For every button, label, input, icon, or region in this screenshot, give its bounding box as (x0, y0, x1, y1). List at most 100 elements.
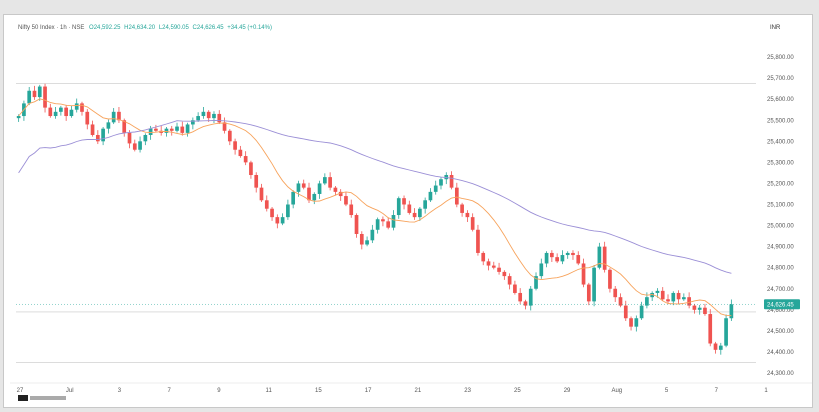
candle-body (386, 221, 391, 228)
candle-body (550, 252, 554, 258)
y-tick-label: 25,500.00 (767, 118, 794, 124)
candle-body (117, 111, 121, 121)
candle-body (381, 219, 385, 222)
candle-body (571, 252, 575, 256)
x-tick-label: 21 (415, 388, 422, 394)
candle-body (132, 143, 137, 150)
price-chart[interactable]: 25,800.00 25,700.00 25,600.00 25,500.00 25,4… (4, 15, 812, 407)
y-tick-label: 24,800.00 (767, 266, 794, 272)
candle-body (645, 297, 649, 306)
candle-body (222, 122, 227, 131)
x-tick-label: 3 (118, 388, 122, 394)
candle-body (375, 219, 380, 230)
candle-body (476, 229, 480, 253)
candle-body (286, 204, 290, 218)
x-tick-label: 17 (365, 388, 372, 394)
candle-body (254, 175, 259, 188)
candle-body (454, 187, 459, 205)
candle-body (460, 204, 464, 213)
candle-body (418, 208, 422, 218)
candle-body (481, 252, 486, 262)
candle-body (433, 185, 438, 192)
candle-body (312, 193, 317, 201)
candle-body (634, 318, 639, 327)
chart-frame: Nifty 50 Index · 1h · NSE O24,592.25 H24… (3, 14, 813, 408)
candle-body (629, 318, 633, 327)
candle-body (518, 292, 523, 302)
candle-body (528, 288, 533, 306)
candle-body (291, 191, 296, 205)
currency-label: INR (770, 25, 781, 31)
candle-body (185, 124, 190, 133)
candle-body (697, 307, 702, 310)
candle-body (212, 113, 216, 119)
candle-body (513, 284, 517, 293)
y-tick-label: 25,300.00 (767, 160, 794, 166)
candle-body (639, 305, 644, 319)
candle-body (243, 156, 248, 163)
candle-body (238, 149, 243, 157)
candle-body (296, 183, 301, 192)
candle-body (122, 120, 127, 133)
candle-body (217, 113, 222, 123)
candle-body (523, 301, 528, 306)
candle-body (148, 128, 153, 135)
y-tick-label: 24,900.00 (767, 245, 794, 251)
last-price-tag (764, 299, 800, 310)
candle-body (713, 343, 718, 350)
candle-body (692, 305, 697, 310)
candle-body (106, 122, 111, 129)
candle-body (666, 299, 670, 302)
candle-body (127, 132, 132, 144)
candle-body (164, 128, 169, 133)
x-tick-label: 7 (715, 388, 719, 394)
change-value: +34.45 (+0.14%) (227, 25, 272, 31)
candle-body (470, 217, 475, 230)
candle-body (227, 130, 232, 142)
candle-body (565, 252, 570, 256)
candle-body (602, 246, 607, 270)
close-value: 24,626.45 (196, 25, 224, 31)
x-tick-label: Aug (611, 388, 622, 394)
y-tick-label: 25,200.00 (767, 181, 794, 187)
candle-body (671, 292, 676, 302)
candle-body (349, 204, 354, 216)
y-tick-label: 24,700.00 (767, 287, 794, 293)
x-tick-label: 11 (266, 388, 273, 394)
candle-body (581, 263, 586, 285)
y-tick-label: 24,500.00 (767, 329, 794, 335)
candle-body (27, 90, 32, 104)
candle-body (328, 177, 332, 188)
y-tick-label: 25,600.00 (767, 97, 794, 103)
candle-body (650, 292, 655, 298)
candle-body (486, 261, 491, 266)
candle-body (391, 215, 396, 228)
candle-body (718, 345, 723, 350)
candle-body (428, 191, 433, 201)
y-tick-label: 25,700.00 (767, 76, 794, 82)
candle-body (233, 141, 237, 150)
symbol-label: Nifty 50 Index · 1h · NSE (18, 25, 85, 31)
y-tick-label: 24,600.00 (767, 308, 794, 314)
open-value: 24,592.25 (93, 25, 121, 31)
candle-body (143, 134, 148, 142)
candle-body (444, 175, 449, 180)
x-tick-label: 7 (168, 388, 172, 394)
candle-body (359, 233, 364, 245)
candle-body (407, 204, 412, 213)
candle-body (249, 162, 253, 176)
candle-body (191, 120, 195, 125)
candle-body (507, 276, 512, 285)
candle-body (101, 128, 105, 142)
candle-body (592, 267, 596, 302)
x-tick-label: 1 (764, 388, 768, 394)
x-tick-label: 27 (17, 388, 24, 394)
y-tick-label: 25,800.00 (767, 55, 794, 61)
candle-body (449, 175, 454, 188)
candle-body (317, 183, 322, 194)
y-tick-label: 24,300.00 (767, 371, 794, 377)
candle-body (32, 90, 37, 98)
last-price-label: 24,626.45 (767, 302, 794, 308)
candle-body (724, 318, 728, 346)
candle-body (196, 116, 200, 121)
